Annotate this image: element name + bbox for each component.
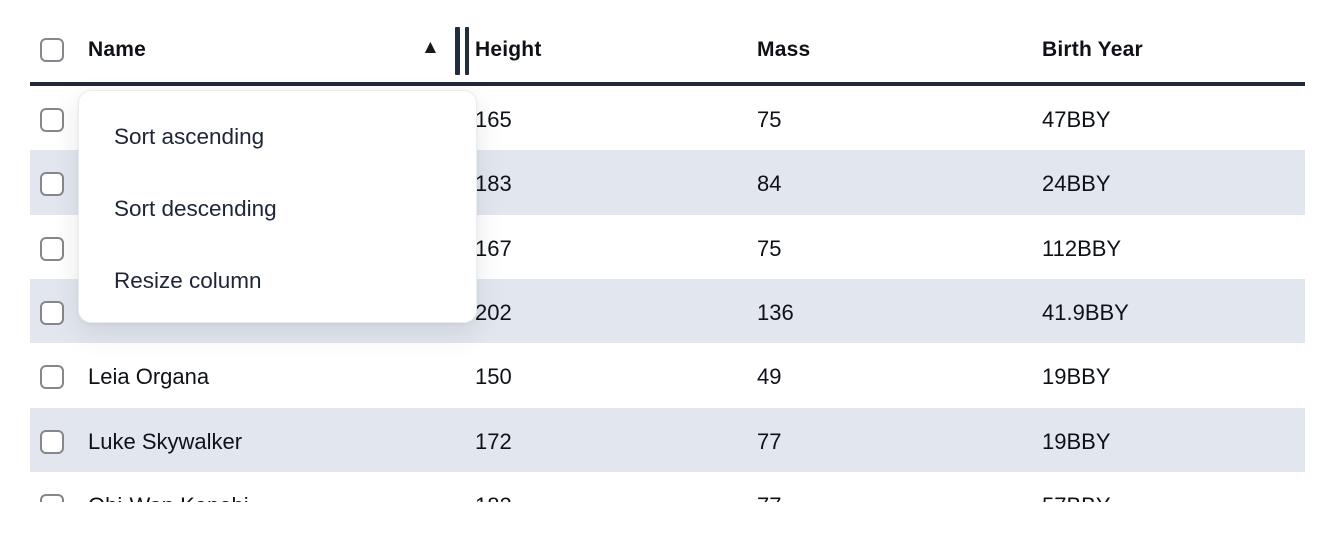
height-cell: 167 [475,235,512,261]
resize-bar-left [455,27,460,75]
height-cell: 165 [475,107,512,133]
select-all-cell [30,38,88,62]
column-context-menu: Sort ascending Sort descending Resize co… [78,90,477,323]
row-checkbox[interactable] [40,494,64,502]
name-cell: Leia Organa [88,364,210,390]
checkbox-cell [30,361,88,390]
mass-cell: 75 [757,235,782,261]
row-checkbox[interactable] [40,301,64,326]
birth-year-cell: 19BBY [1042,364,1111,390]
birth-year-cell: 24BBY [1042,171,1111,197]
row-checkbox[interactable] [40,365,64,390]
checkbox-cell [30,426,88,454]
column-header-birth-year[interactable]: Birth Year [1042,38,1143,61]
resize-bar-right [464,27,469,75]
checkbox-cell [30,297,88,326]
mass-cell: 77 [757,489,1042,502]
sort-ascending-icon: ▲ [421,37,440,58]
menu-item-resize-column[interactable]: Resize column [114,268,262,293]
birth-year-cell: 47BBY [1042,107,1111,133]
menu-item-sort-ascending[interactable]: Sort ascending [114,124,265,149]
mass-cell: 49 [757,364,782,390]
name-cell: Obi-Wan Kenobi [88,489,475,502]
row-checkbox[interactable] [40,172,64,197]
height-cell: 172 [475,428,512,454]
name-cell: Luke Skywalker [88,428,243,454]
height-cell: 182 [475,489,757,502]
column-header-mass[interactable]: Mass [757,38,811,61]
column-header-height[interactable]: Height [475,38,542,61]
mass-cell: 77 [757,428,782,454]
column-header-name[interactable]: Name [88,38,146,61]
height-cell: 183 [475,171,512,197]
birth-year-cell: 19BBY [1042,428,1111,454]
row-checkbox[interactable] [40,236,64,261]
checkbox-cell [30,233,88,261]
birth-year-cell: 41.9BBY [1042,300,1129,326]
table-header-row: Name Height Mass Birth Year ▲ [30,0,1305,86]
birth-year-cell: 57BBY [1042,489,1305,502]
table-row: Leia Organa 150 49 19BBY [30,343,1305,408]
row-checkbox[interactable] [40,108,64,133]
birth-year-cell: 112BBY [1042,235,1122,261]
checkbox-cell [30,490,88,502]
mass-cell: 75 [757,107,782,133]
height-cell: 202 [475,300,512,326]
checkbox-cell [30,104,88,133]
mass-cell: 136 [757,300,794,326]
column-resize-handle-icon[interactable] [455,27,469,75]
table-row: Luke Skywalker 172 77 19BBY [30,407,1305,472]
height-cell: 150 [475,364,512,390]
table-row: Obi-Wan Kenobi 182 77 57BBY [30,471,1305,502]
select-all-checkbox[interactable] [40,38,64,62]
menu-item-sort-descending[interactable]: Sort descending [114,196,277,221]
row-checkbox[interactable] [40,429,64,454]
checkbox-cell [30,168,88,197]
mass-cell: 84 [757,171,782,197]
